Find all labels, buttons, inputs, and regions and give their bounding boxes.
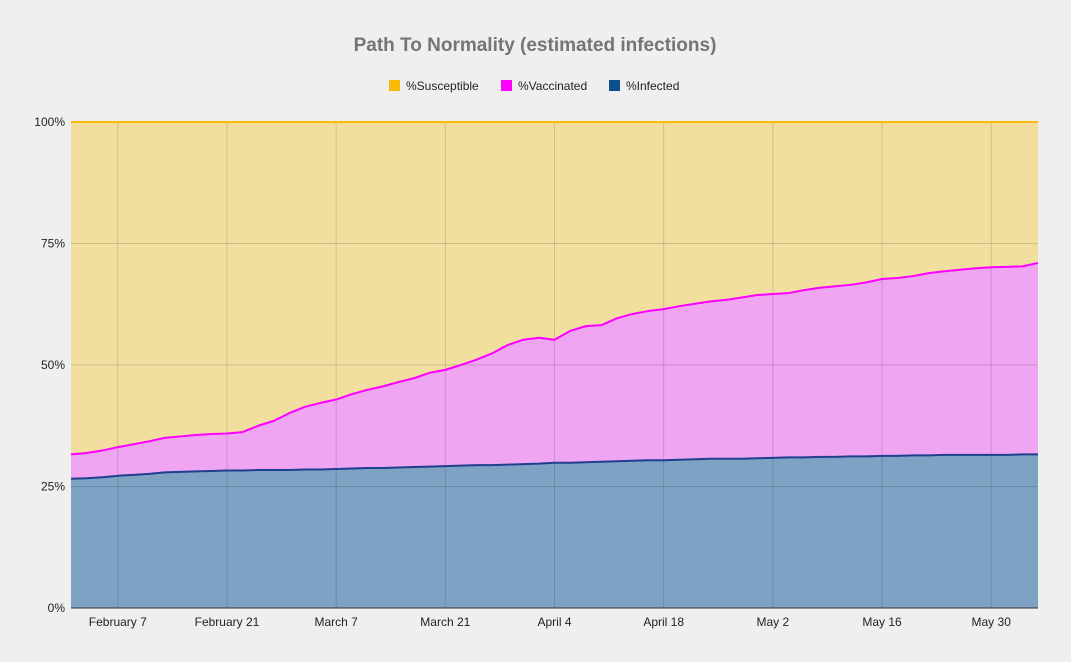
x-tick-label: April 18 [643, 615, 684, 629]
legend-swatch [501, 80, 512, 91]
y-tick-label: 50% [41, 358, 65, 372]
legend-swatch [389, 80, 400, 91]
plot-area [70, 121, 1039, 609]
y-tick-label: 0% [48, 601, 66, 615]
line-infected [70, 453, 1038, 480]
area-vaccinated [71, 262, 1038, 479]
area-susceptible [71, 122, 1038, 455]
axes: 0% 25% 50% 75% 100% February 7 February 21 Marc… [34, 115, 1038, 629]
line-vaccinated [70, 261, 1039, 456]
x-tick-label: March 21 [420, 615, 470, 629]
y-tick-label: 25% [41, 480, 65, 494]
y-tick-label: 75% [41, 237, 65, 251]
legend-label: %Susceptible [406, 79, 479, 93]
x-tick-label: March 7 [314, 615, 358, 629]
legend-label: %Vaccinated [518, 79, 587, 93]
legend-swatch [609, 80, 620, 91]
x-tick-label: May 16 [862, 615, 902, 629]
x-tick-label: May 2 [757, 615, 790, 629]
y-tick-label: 100% [34, 115, 65, 129]
x-tick-label: May 30 [972, 615, 1012, 629]
legend-item-infected[interactable]: %Infected [609, 79, 679, 93]
x-tick-label: February 7 [89, 615, 147, 629]
legend-item-vaccinated[interactable]: %Vaccinated [501, 79, 587, 93]
legend-item-susceptible[interactable]: %Susceptible [389, 79, 479, 93]
x-tick-label: February 21 [195, 615, 260, 629]
legend-label: %Infected [626, 79, 679, 93]
area-infected [71, 454, 1038, 608]
legend: %Susceptible %Vaccinated %Infected [389, 79, 679, 93]
chart-title: Path To Normality (estimated infections) [354, 35, 717, 56]
x-tick-label: April 4 [537, 615, 571, 629]
